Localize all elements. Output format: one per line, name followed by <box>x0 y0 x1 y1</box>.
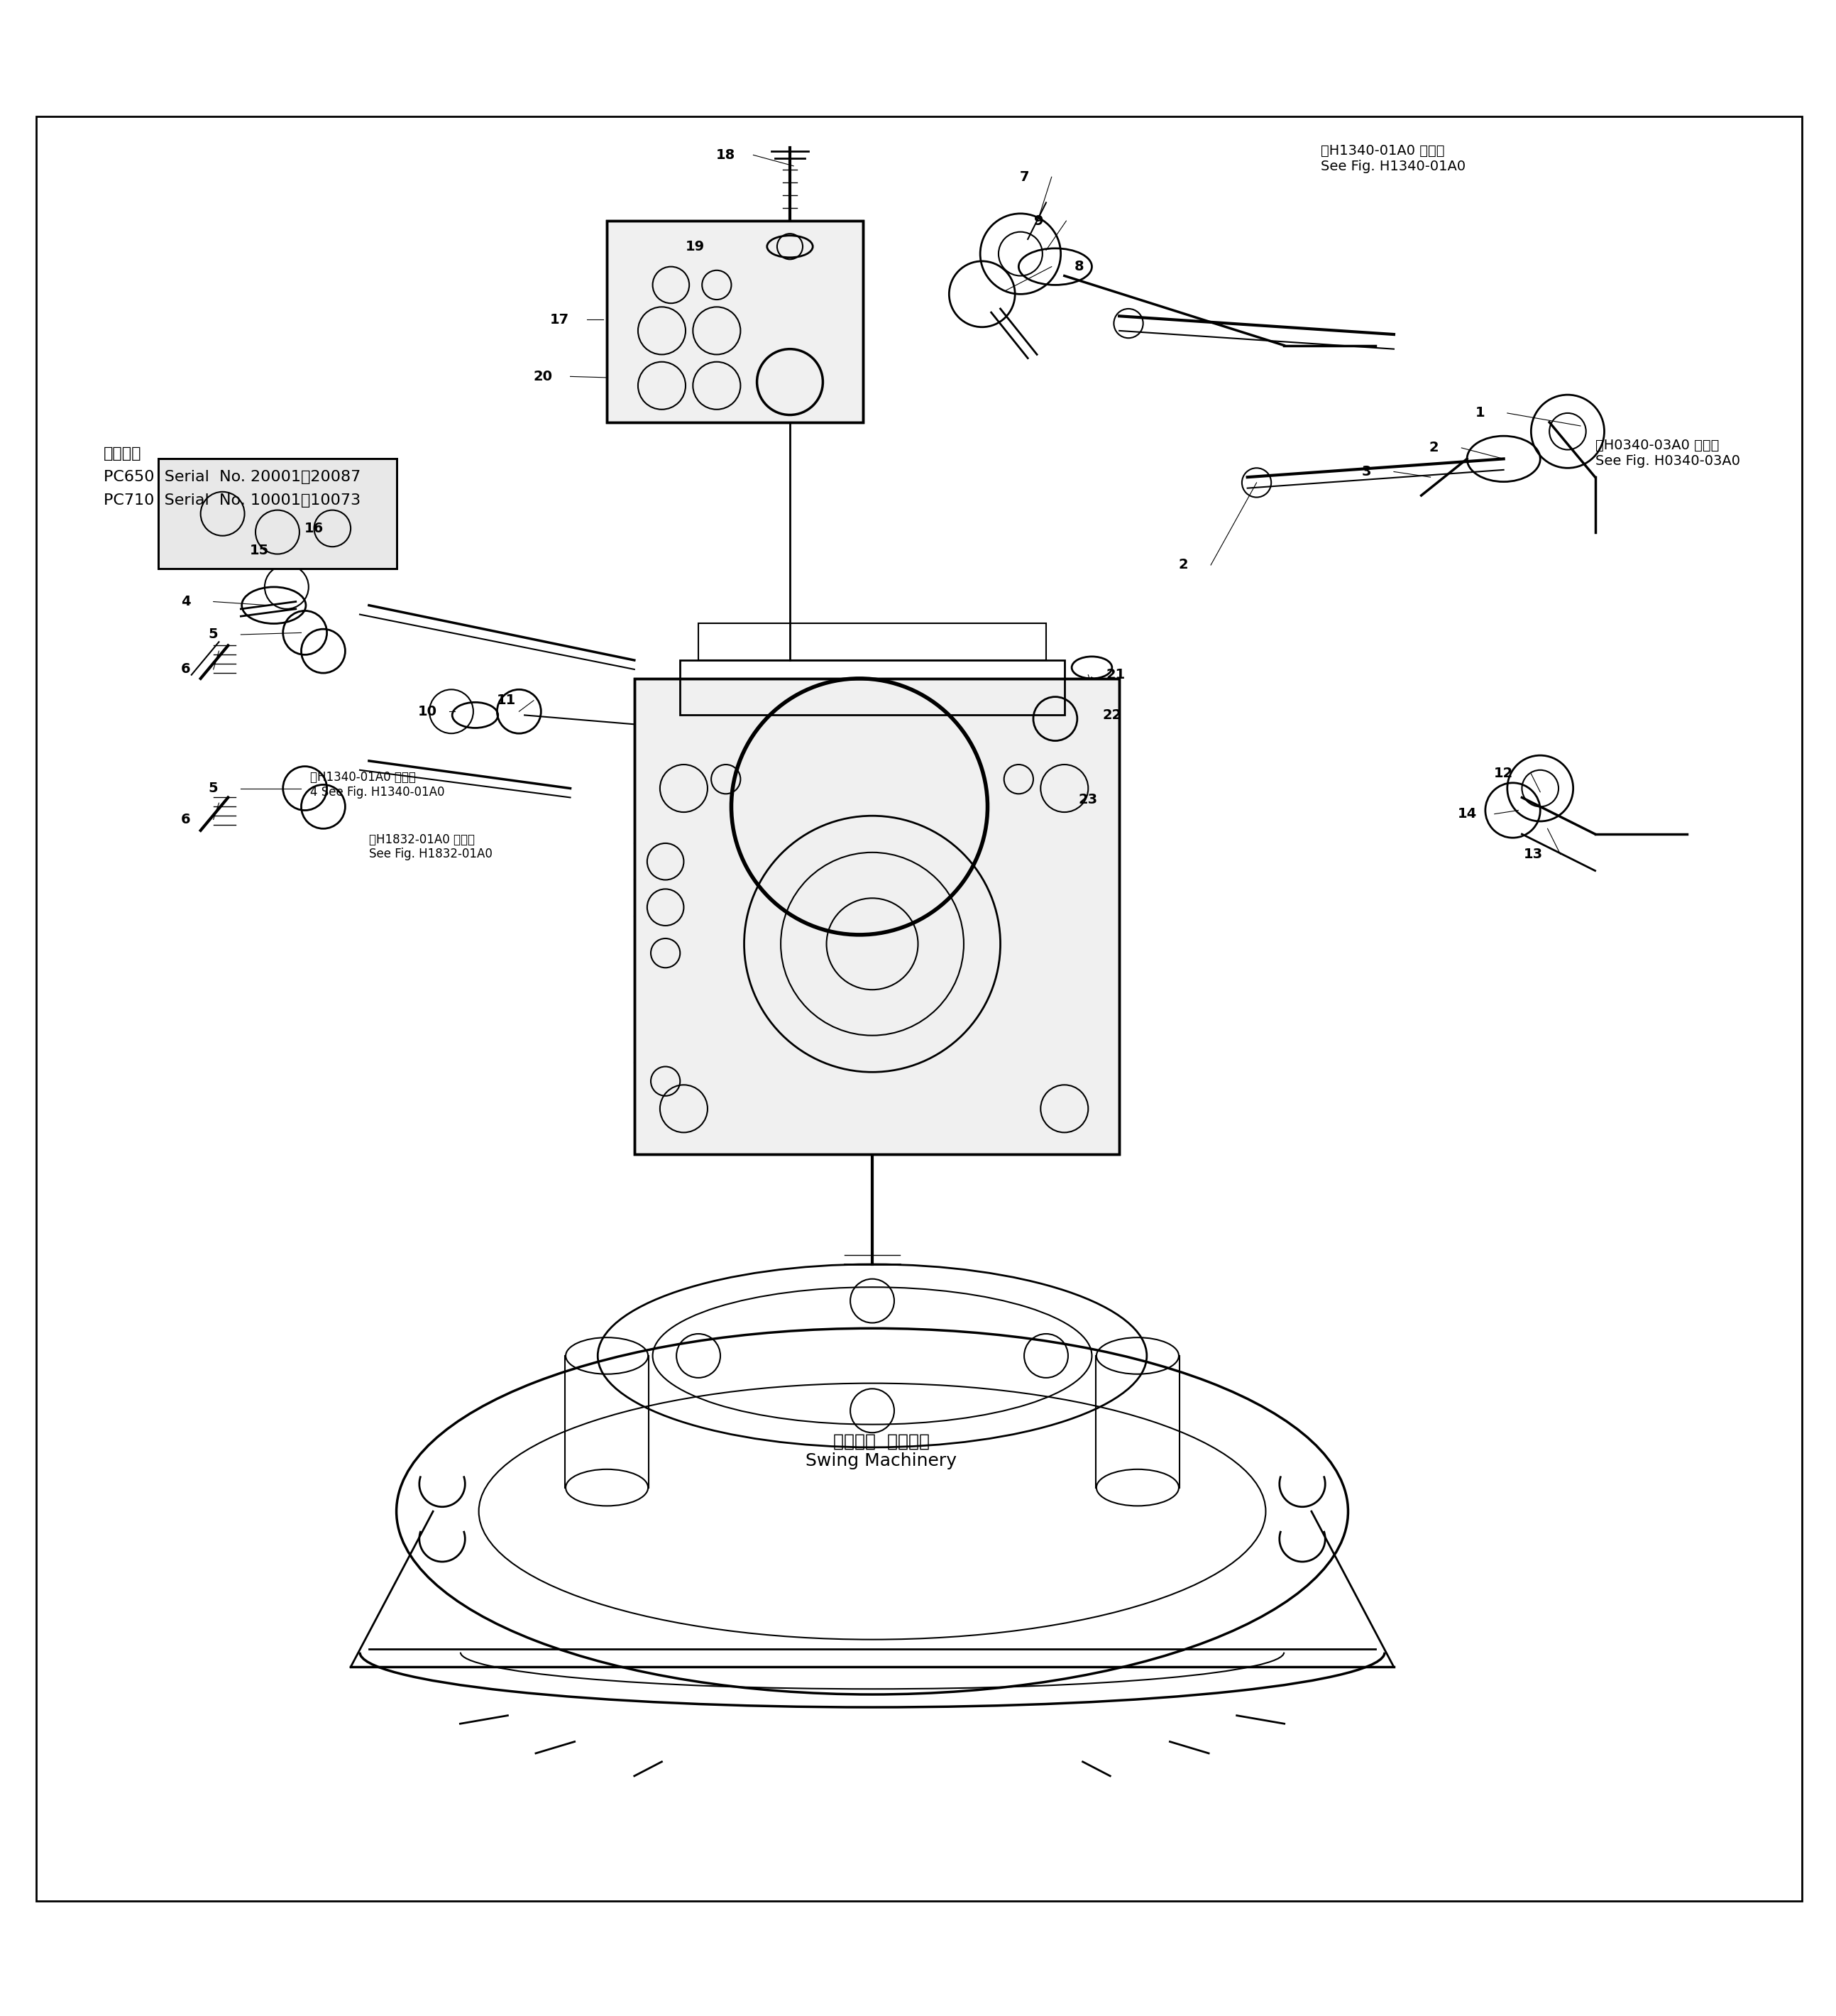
Bar <box>698 623 1047 659</box>
Text: 12: 12 <box>1495 766 1513 780</box>
Bar <box>158 460 397 569</box>
Text: 5: 5 <box>209 627 218 641</box>
Text: 15: 15 <box>250 544 268 556</box>
Text: 第H1340-01A0 図参照
4 See Fig. H1340-01A0: 第H1340-01A0 図参照 4 See Fig. H1340-01A0 <box>310 770 444 798</box>
Text: 2: 2 <box>1179 558 1188 573</box>
Text: 7: 7 <box>1019 169 1028 183</box>
Text: 11: 11 <box>496 694 516 708</box>
Text: 19: 19 <box>685 240 705 254</box>
Text: 5: 5 <box>209 782 218 794</box>
Text: 14: 14 <box>1458 806 1476 821</box>
Text: 22: 22 <box>1102 708 1122 722</box>
Text: 3: 3 <box>1362 466 1371 478</box>
Bar <box>608 222 863 421</box>
Text: 1: 1 <box>1474 407 1485 419</box>
Text: 4: 4 <box>182 595 191 609</box>
Text: 6: 6 <box>182 812 191 827</box>
Text: 16: 16 <box>305 522 323 534</box>
Text: 8: 8 <box>1074 260 1083 274</box>
Bar <box>633 679 1120 1155</box>
Text: スイング  マシナリ
Swing Machinery: スイング マシナリ Swing Machinery <box>806 1433 957 1470</box>
Text: 第H1340-01A0 図参照
See Fig. H1340-01A0: 第H1340-01A0 図参照 See Fig. H1340-01A0 <box>1320 143 1465 173</box>
Text: 第H0340-03A0 図参照
See Fig. H0340-03A0: 第H0340-03A0 図参照 See Fig. H0340-03A0 <box>1595 439 1741 468</box>
Text: 21: 21 <box>1105 667 1125 681</box>
Text: 6: 6 <box>182 663 191 675</box>
Text: 10: 10 <box>419 706 437 718</box>
Text: 17: 17 <box>549 312 569 327</box>
Text: 20: 20 <box>532 369 553 383</box>
Bar <box>633 679 1120 1155</box>
Text: 9: 9 <box>1034 214 1043 228</box>
Text: 2: 2 <box>1428 442 1439 456</box>
Bar <box>608 222 863 421</box>
Text: 第H1832-01A0 図参照
See Fig. H1832-01A0: 第H1832-01A0 図参照 See Fig. H1832-01A0 <box>369 833 492 861</box>
Text: 18: 18 <box>716 149 736 161</box>
Text: 13: 13 <box>1524 847 1542 861</box>
Text: 23: 23 <box>1078 792 1098 806</box>
Bar <box>158 460 397 569</box>
Bar <box>679 659 1065 716</box>
Text: 適用号機
PC650  Serial  No. 20001～20087
PC710  Serial  No. 10001～10073: 適用号機 PC650 Serial No. 20001～20087 PC710 … <box>103 448 360 508</box>
